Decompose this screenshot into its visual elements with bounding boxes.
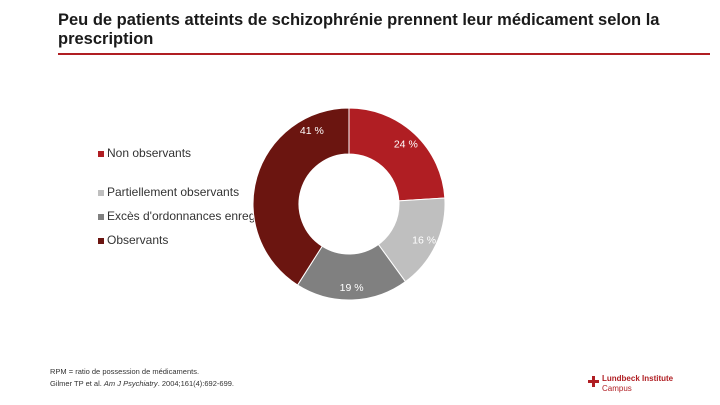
donut-slice-label-3: 41 % xyxy=(300,125,324,137)
footnote: RPM = ratio de possession de médicaments… xyxy=(50,366,234,390)
logo-subtitle: Campus xyxy=(602,384,632,393)
legend-label: Observants xyxy=(107,233,169,247)
legend-item-partiellement-observants: Partiellement observants xyxy=(98,185,298,200)
legend-swatch-exces-ordonnances xyxy=(98,214,104,220)
footnote-journal: Am J Psychiatry xyxy=(103,379,158,388)
donut-slice-0 xyxy=(348,107,446,202)
logo-mark-icon xyxy=(588,376,599,387)
page-title: Peu de patients atteints de schizophréni… xyxy=(58,11,660,48)
footnote-authors: Gilmer TP et al. xyxy=(50,379,102,388)
legend-label: Partiellement observants xyxy=(107,185,240,199)
title-divider xyxy=(58,53,710,55)
legend-swatch-observants xyxy=(98,238,104,244)
legend-item-observants: Observants xyxy=(98,233,298,248)
legend-label: Non observants xyxy=(107,146,192,160)
footnote-reference: Gilmer TP et al. Am J Psychiatry. 2004;1… xyxy=(50,378,234,390)
donut-slice-3 xyxy=(252,107,350,286)
legend-swatch-partiellement-observants xyxy=(98,190,104,196)
donut-slice-label-0: 24 % xyxy=(394,138,418,150)
legend-item-exces-ordonnances: Excès d'ordonnances enregistrées xyxy=(98,209,298,224)
donut-slice-label-1: 16 % xyxy=(412,234,436,246)
legend-swatch-non-observants xyxy=(98,151,104,157)
logo-name: Lundbeck Institute xyxy=(602,374,674,383)
donut-slice-label-2: 19 % xyxy=(340,282,364,294)
lundbeck-logo: Lundbeck Institute Campus xyxy=(588,372,708,396)
legend-item-non-observants: Non observants xyxy=(98,146,298,161)
footnote-rpm: RPM = ratio de possession de médicaments… xyxy=(50,367,200,376)
footnote-citation: . 2004;161(4):692-699. xyxy=(157,379,234,388)
legend-label: Excès d'ordonnances enregistrées xyxy=(107,209,291,223)
chart-legend: Non observants Partiellement observants … xyxy=(98,146,298,248)
